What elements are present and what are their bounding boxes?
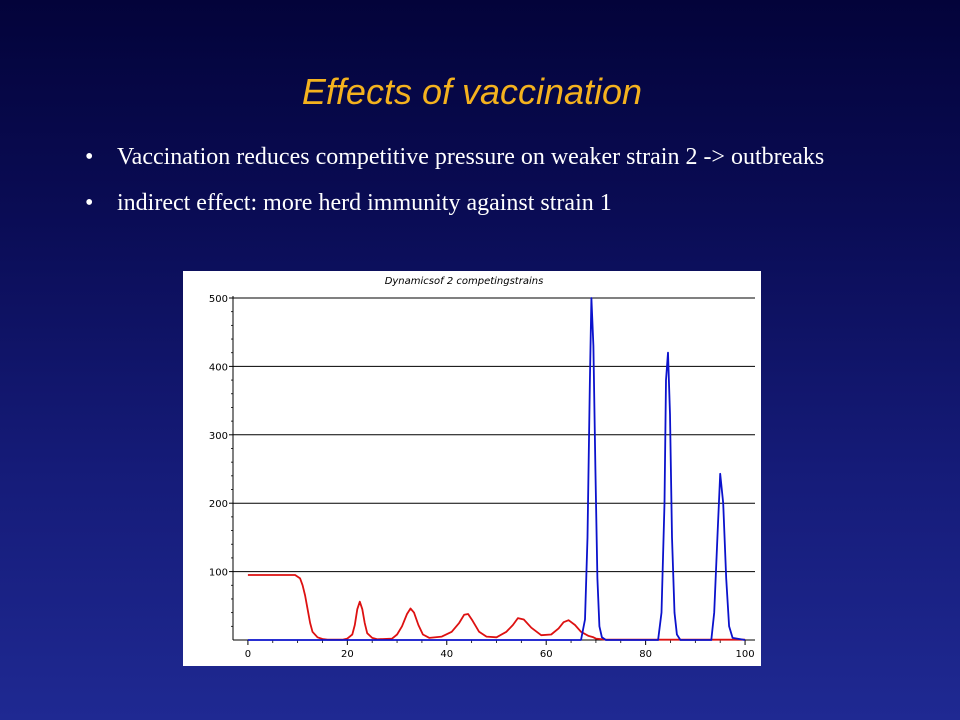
- y-tick-label: 100: [209, 568, 228, 579]
- bullet-item: • indirect effect: more herd immunity ag…: [0, 186, 960, 220]
- bullet-text: Vaccination reduces competitive pressure…: [117, 144, 825, 170]
- dynamics-chart: Dynamicsof 2 competingstrains10020030040…: [209, 276, 755, 660]
- bullet-icon: •: [85, 144, 94, 170]
- bullet-item: • Vaccination reduces competitive pressu…: [0, 140, 960, 174]
- bullet-icon: •: [85, 190, 94, 216]
- chart-title: Dynamicsof 2 competingstrains: [385, 276, 544, 287]
- x-tick-label: 80: [639, 649, 652, 660]
- bullet-text: indirect effect: more herd immunity agai…: [117, 190, 612, 216]
- y-tick-label: 300: [209, 431, 228, 442]
- strain-2-line: [247, 297, 746, 641]
- x-tick-label: 40: [440, 649, 453, 660]
- y-tick-label: 400: [209, 362, 228, 373]
- y-tick-label: 500: [209, 294, 228, 305]
- chart-panel: Dynamicsof 2 competingstrains 100 200 300 40…: [183, 271, 761, 666]
- x-tick-label: 20: [341, 649, 354, 660]
- y-tick-label: 200: [209, 499, 228, 510]
- x-tick-label: 60: [540, 649, 553, 660]
- x-tick-label: 100: [736, 649, 755, 660]
- bullet-list: • Vaccination reduces competitive pressu…: [0, 140, 960, 232]
- strain-1-line: [247, 574, 746, 641]
- x-tick-label: 0: [245, 649, 251, 660]
- slide-title: Effects of vaccination: [301, 71, 643, 112]
